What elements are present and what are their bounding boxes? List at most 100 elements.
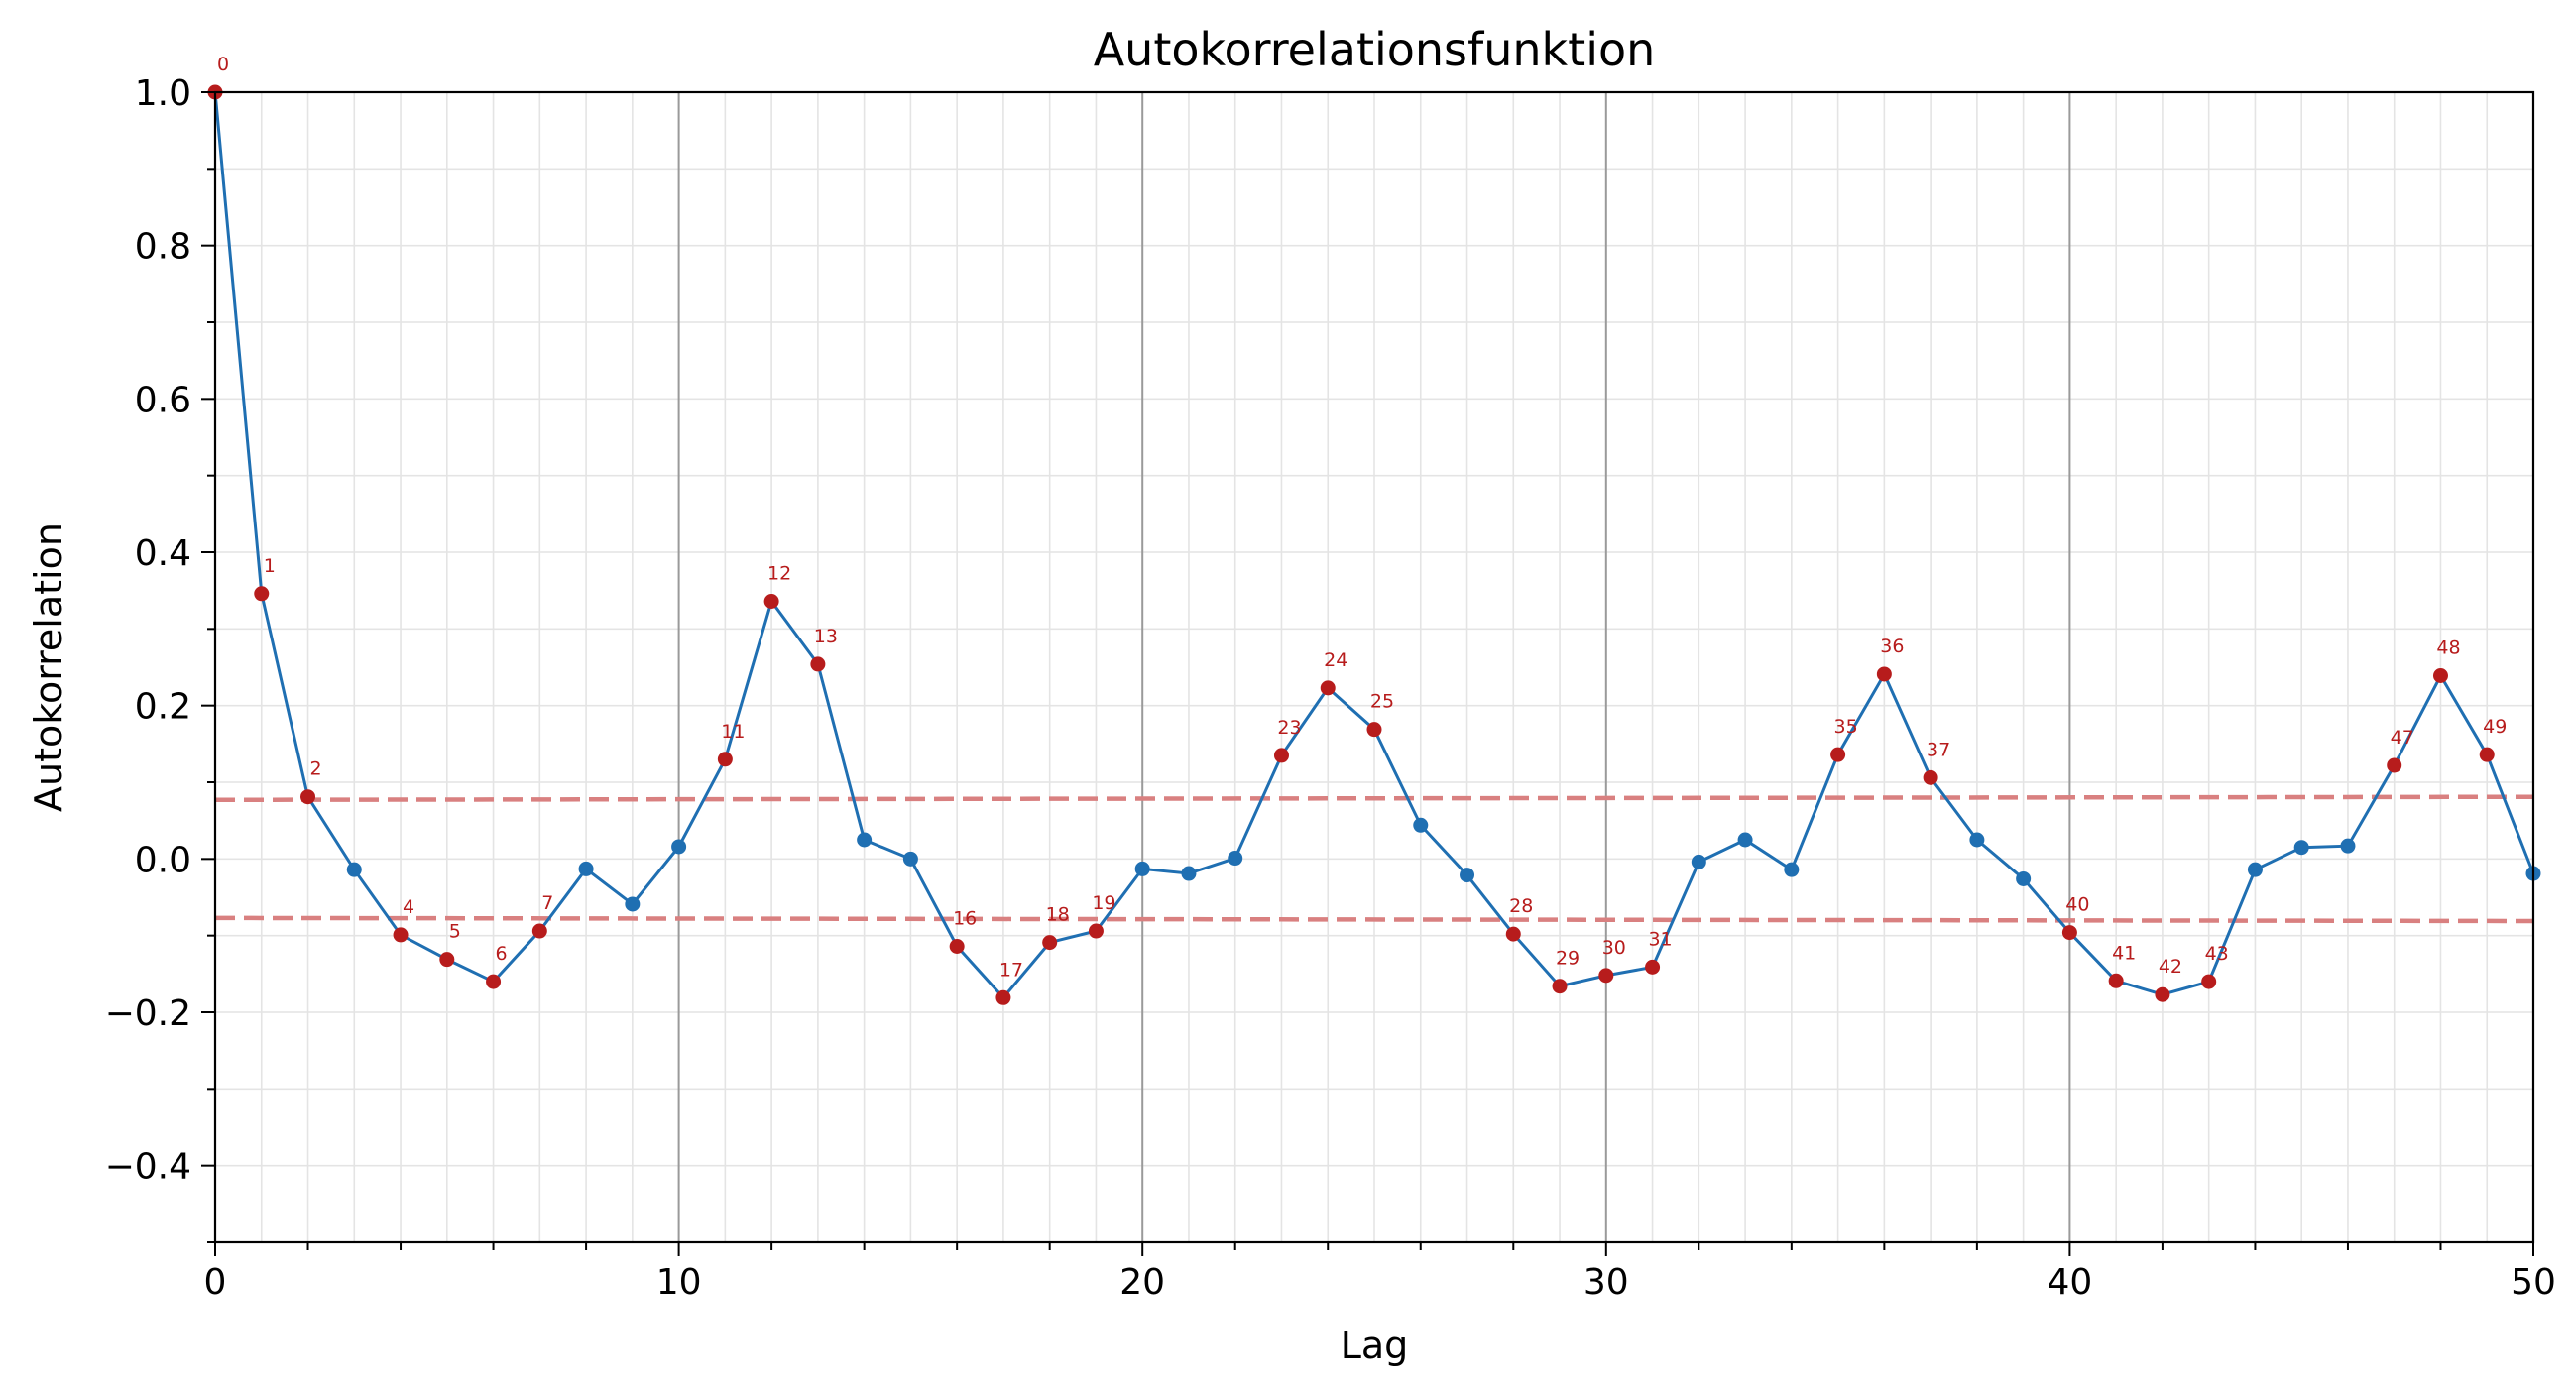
significant-point (486, 974, 502, 989)
chart-title: Autokorrelationsfunktion (1094, 23, 1656, 76)
significant-point (1645, 959, 1661, 975)
data-point (671, 839, 687, 855)
significant-point (2061, 925, 2077, 941)
data-point (2340, 838, 2356, 854)
point-label: 29 (1556, 948, 1580, 970)
axes: 0 10 20 30 40 50 −0.4 −0.2 0.0 0.2 0.4 0.6 0.8 1.0 (105, 73, 2556, 1303)
point-label: 43 (2205, 943, 2229, 965)
significant-point (995, 989, 1011, 1005)
point-label: 31 (1648, 928, 1672, 950)
point-label: 1 (264, 555, 276, 577)
data-point (1134, 861, 1150, 876)
y-tick-label: −0.4 (105, 1147, 191, 1188)
point-label: 40 (2065, 894, 2089, 916)
significant-point (2432, 668, 2448, 684)
point-label: 41 (2112, 942, 2136, 964)
point-label: 23 (1277, 717, 1301, 739)
point-label: 16 (953, 907, 977, 929)
y-tick-label: 1.0 (135, 73, 191, 114)
x-tick-label: 10 (656, 1262, 702, 1303)
y-tick-label: 0.0 (135, 840, 191, 880)
significant-point (531, 923, 547, 939)
x-tick-label: 50 (2511, 1262, 2556, 1303)
data-point (1691, 854, 1706, 869)
data-point (1228, 851, 1243, 867)
significant-point (1830, 747, 1846, 762)
x-tick-label: 30 (1583, 1262, 1629, 1303)
y-tick-label: 0.8 (135, 227, 191, 268)
point-label: 2 (309, 758, 321, 780)
point-label: 5 (449, 921, 461, 943)
point-label: 0 (217, 54, 229, 75)
lower-confidence-bound (214, 915, 2534, 924)
x-tick-label: 20 (1119, 1262, 1165, 1303)
x-tick-label: 40 (2047, 1262, 2092, 1303)
significant-point (1552, 979, 1568, 994)
point-label: 48 (2436, 638, 2460, 659)
y-tick-label: 0.6 (135, 380, 191, 420)
data-point (1181, 866, 1197, 881)
x-axis-title: Lag (1341, 1324, 1409, 1367)
significant-point (2155, 986, 2170, 1002)
data-point (2247, 862, 2263, 877)
point-label: 7 (541, 892, 553, 914)
significant-point (2108, 973, 2124, 988)
y-tick-label: 0.4 (135, 533, 191, 574)
point-label: 6 (496, 943, 508, 965)
point-label: 19 (1092, 892, 1115, 914)
point-label: 12 (767, 562, 791, 584)
significant-point (763, 593, 779, 609)
significant-point (949, 938, 965, 954)
significant-point (1505, 926, 1521, 942)
significant-point (1042, 935, 1058, 951)
upper-confidence-bound (214, 794, 2534, 803)
point-label: 30 (1602, 937, 1626, 959)
significant-point (2201, 974, 2217, 989)
significant-point (2479, 747, 2495, 762)
data-point (1784, 862, 1800, 877)
significant-point (1366, 722, 1382, 738)
point-label: 4 (403, 896, 414, 918)
data-point (2293, 840, 2309, 856)
significant-point (1320, 680, 1336, 696)
data-point (1969, 832, 1985, 848)
data-point (578, 861, 594, 876)
significant-point (1088, 923, 1104, 939)
point-label: 36 (1880, 636, 1904, 657)
data-point (1737, 832, 1753, 848)
y-tick-label: −0.2 (105, 993, 191, 1034)
point-label: 17 (999, 959, 1023, 981)
data-point (857, 832, 873, 848)
significant-point (1273, 748, 1289, 763)
point-label: 35 (1834, 716, 1858, 738)
y-tick-label: 0.2 (135, 687, 191, 728)
significant-point (393, 927, 409, 943)
data-point (1460, 868, 1475, 883)
data-point (1413, 817, 1429, 833)
point-label: 49 (2483, 716, 2507, 738)
confidence-bounds (214, 794, 2534, 924)
data-point (625, 896, 641, 912)
point-label: 42 (2159, 956, 2182, 978)
points-layer (207, 84, 2541, 1005)
significant-point (254, 586, 270, 602)
significant-point (717, 752, 733, 767)
point-label: 47 (2391, 727, 2414, 749)
data-point (2016, 870, 2032, 886)
point-label: 24 (1324, 649, 1347, 671)
point-label: 25 (1370, 691, 1394, 713)
plot-frame (213, 90, 2535, 1244)
y-axis-title: Autokorrelation (27, 522, 70, 812)
point-label: 37 (1927, 739, 1950, 760)
significant-point (2387, 757, 2402, 773)
data-point (346, 862, 362, 877)
point-label: 11 (721, 721, 745, 743)
grid (215, 91, 2533, 1243)
significant-point (1923, 769, 1938, 785)
x-tick-label: 0 (204, 1262, 227, 1303)
point-label: 18 (1046, 904, 1070, 926)
significant-point (300, 789, 316, 805)
significant-point (1876, 666, 1892, 682)
